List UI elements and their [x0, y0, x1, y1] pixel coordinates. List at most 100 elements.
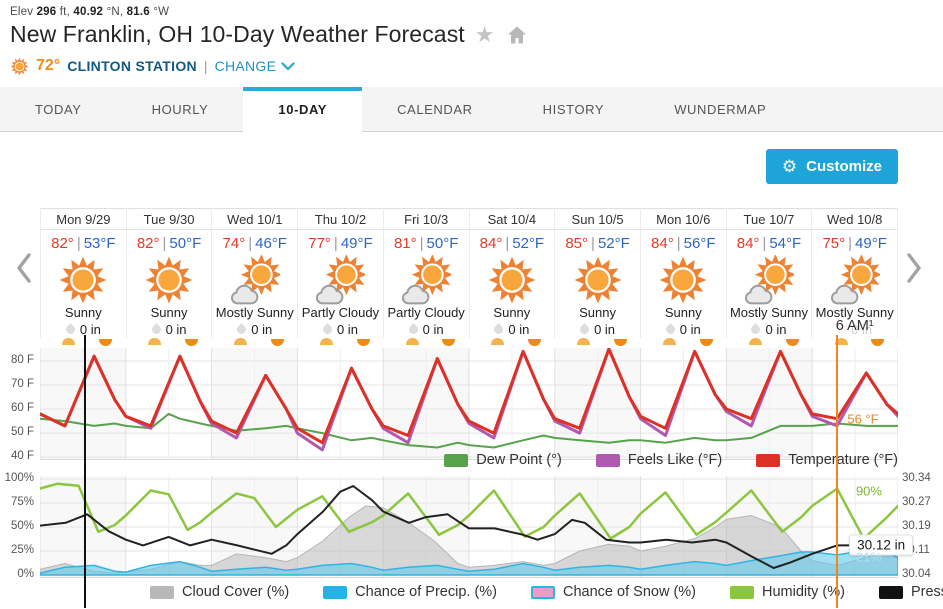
nav-tabbar: TODAY HOURLY 10-DAY CALENDAR HISTORY WUNDERMA…: [0, 87, 943, 132]
high-temp: 84°: [736, 235, 760, 252]
high-temp: 85°: [565, 235, 589, 252]
legend-swatch: [323, 585, 348, 599]
change-station-link[interactable]: CHANGE: [215, 58, 296, 74]
day-card-date: Mon 10/6: [640, 208, 726, 230]
sun-cloud-icon: [384, 254, 469, 305]
temp-axis-tick: 80 F: [10, 353, 34, 366]
percent-axis-tick: 50%: [10, 520, 34, 532]
temp-axis-tick: 50 F: [10, 426, 34, 439]
sunrise-icon: [233, 338, 247, 345]
day-card-precip: 0 in 6 AM¹: [812, 318, 897, 338]
temperature-chart[interactable]: [40, 348, 898, 460]
conditions-chart[interactable]: [40, 476, 898, 578]
percent-axis-tick: 0%: [17, 568, 34, 581]
day-card[interactable]: Wed 10/1 74° | 46°F Mostly Sunny 0 in: [212, 208, 299, 338]
sunrise-icon: [748, 338, 762, 345]
longitude-value: 81.6: [126, 6, 150, 18]
sunrise-icon: [834, 338, 848, 345]
tab-hourly[interactable]: HOURLY: [151, 102, 209, 117]
elev-value: 296: [36, 6, 57, 18]
day-card-temps: 77° | 49°F: [308, 235, 373, 252]
raindrop-icon: [749, 323, 763, 336]
tab-wundermap[interactable]: WUNDERMAP: [674, 102, 767, 117]
now-line: [84, 335, 87, 608]
raindrop-icon: [235, 323, 249, 336]
sunset-icon: [699, 339, 713, 346]
chart-annotation: 21%: [855, 549, 882, 565]
tab-today[interactable]: TODAY: [35, 102, 82, 117]
low-temp: 53°F: [83, 235, 116, 252]
low-temp: 50°F: [169, 235, 202, 252]
high-temp: 82°: [51, 235, 74, 252]
sunrise-icon: [148, 338, 162, 345]
day-card-date: Wed 10/1: [212, 208, 298, 230]
legend-swatch: [444, 453, 469, 467]
day-cards-row: Mon 9/29 82° | 53°F Sunny 0 in Tue 9/30 82° | 50°…: [40, 208, 899, 338]
chart-annotation: 56 °F: [847, 411, 879, 427]
forecast-section: ⚙ Customize Mon 9/29 82° | 53°F Sunny 0 in Tue…: [0, 132, 943, 608]
station-meta: Elev 296 ft, 40.92 °N, 81.6 °W: [10, 6, 170, 18]
tab-10-day[interactable]: 10-DAY: [243, 87, 363, 132]
day-card-precip: 0 in: [212, 321, 297, 338]
pressure-axis-tick: 30.19: [902, 520, 931, 532]
day-card[interactable]: Mon 10/6 84° | 56°F Sunny 0 in: [640, 208, 727, 338]
day-card-date: Tue 10/7: [726, 208, 812, 230]
day-card-date: Mon 9/29: [41, 208, 126, 230]
high-temp: 75°: [822, 235, 846, 252]
day-card-condition: Mostly Sunny: [815, 305, 894, 320]
next-days-arrow[interactable]: [906, 252, 923, 289]
day-card-temps: 84° | 52°F: [479, 235, 545, 252]
day-card[interactable]: Tue 10/7 84° | 54°F Mostly Sunny 0 in: [726, 208, 813, 338]
sun-cloud-icon: [298, 254, 383, 305]
sun-cloud-icon: [212, 254, 297, 305]
high-temp: 82°: [136, 235, 160, 252]
favorite-star-icon[interactable]: ★: [474, 21, 495, 47]
tab-calendar[interactable]: CALENDAR: [397, 102, 473, 117]
day-card[interactable]: Tue 9/30 82° | 50°F Sunny 0 in: [126, 208, 213, 338]
raindrop-icon: [149, 323, 163, 336]
low-temp: 52°F: [512, 235, 545, 252]
day-card-condition: Sunny: [64, 305, 102, 320]
day-card[interactable]: Sat 10/4 84° | 52°F Sunny 0 in: [469, 208, 556, 338]
legend-item: Cloud Cover (%): [150, 584, 289, 600]
day-card-temps: 75° | 49°F: [822, 235, 887, 252]
sunset-icon: [871, 339, 885, 346]
sunny-icon: [41, 254, 126, 305]
day-card-temps: 84° | 56°F: [651, 235, 716, 252]
sunny-icon: [470, 254, 555, 305]
high-temp: 84°: [479, 235, 503, 252]
sunset-icon: [356, 339, 370, 346]
day-card-temps: 82° | 53°F: [51, 235, 116, 252]
prev-days-arrow[interactable]: [15, 252, 32, 289]
customize-button[interactable]: ⚙ Customize: [765, 149, 898, 184]
sunrise-icon: [577, 338, 591, 345]
day-card[interactable]: Thu 10/2 77° | 49°F Partly Cloudy 0 in: [298, 208, 384, 338]
station-name-link[interactable]: CLINTON STATION: [67, 58, 197, 74]
page-title: New Franklin, OH 10-Day Weather Forecast: [10, 21, 465, 47]
percent-axis-tick: 100%: [4, 471, 34, 484]
legend-swatch: [595, 453, 620, 467]
legend-item: Humidity (%): [730, 584, 845, 600]
pressure-axis-tick: 30.04: [902, 568, 931, 581]
hover-time-label: 6 AM¹: [835, 318, 874, 334]
day-card[interactable]: Mon 9/29 82° | 53°F Sunny 0 in: [40, 208, 127, 338]
sun-cloud-icon: [727, 254, 812, 305]
chevron-down-icon: [281, 61, 295, 70]
sunrise-icon: [491, 338, 505, 345]
sunset-icon: [528, 339, 542, 346]
day-card-temps: 82° | 50°F: [136, 235, 202, 252]
day-card[interactable]: Fri 10/3 81° | 50°F Partly Cloudy 0 in: [383, 208, 470, 338]
tab-history[interactable]: HISTORY: [542, 102, 605, 117]
day-card[interactable]: Sun 10/5 85° | 52°F Sunny 0 in: [555, 208, 641, 338]
pressure-axis-tick: 30.27: [902, 495, 931, 508]
day-card-temps: 74° | 46°F: [222, 235, 287, 252]
sunset-icon: [614, 339, 627, 346]
day-card-date: Sat 10/4: [469, 208, 555, 230]
day-card-temps: 81° | 50°F: [393, 235, 459, 252]
legend-swatch: [878, 585, 903, 599]
home-icon[interactable]: [505, 23, 529, 47]
high-temp: 81°: [393, 235, 417, 252]
current-temp: 72°: [36, 57, 61, 74]
day-card-date: Thu 10/2: [298, 208, 383, 230]
day-card[interactable]: Wed 10/8 75° | 49°F Mostly Sunny 0 in 6 AM¹: [812, 208, 899, 338]
